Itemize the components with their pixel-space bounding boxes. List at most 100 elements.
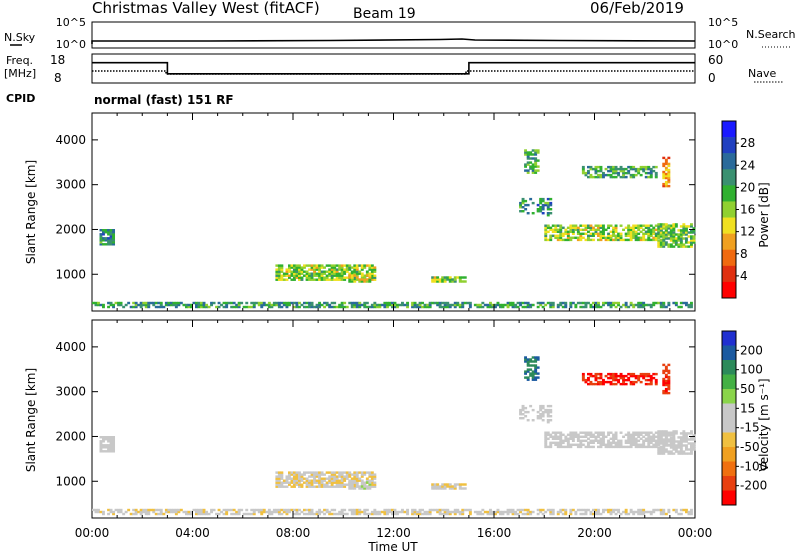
power-echo-cell bbox=[167, 303, 171, 307]
power-echo-cell bbox=[549, 305, 553, 309]
velocity-echo-cell bbox=[270, 512, 274, 516]
power-echo-cell bbox=[195, 301, 198, 305]
power-echo-cell bbox=[132, 301, 136, 305]
velocity-echo-cell bbox=[428, 508, 432, 512]
velocity-echo-cell bbox=[597, 512, 600, 516]
velocity-echo-cell bbox=[667, 387, 671, 391]
velocity-echo-cell bbox=[549, 508, 553, 512]
power-echo-cell bbox=[619, 175, 623, 179]
velocity-echo-cell bbox=[355, 477, 359, 480]
power-tick-label: 24 bbox=[740, 158, 755, 172]
velocity-echo-cell bbox=[612, 439, 616, 443]
velocity-echo-cell bbox=[662, 510, 666, 514]
power-echo-cell bbox=[659, 245, 663, 248]
power-echo-cell bbox=[250, 301, 254, 305]
velocity-echo-cell bbox=[679, 452, 683, 455]
velocity-echo-cell bbox=[353, 487, 357, 490]
velocity-echo-cell bbox=[599, 512, 603, 516]
power-echo-cell bbox=[169, 303, 173, 307]
velocity-echo-cell bbox=[632, 441, 636, 445]
velocity-echo-cell bbox=[637, 435, 641, 439]
velocity-echo-cell bbox=[654, 443, 658, 447]
velocity-echo-cell bbox=[340, 508, 344, 512]
power-echo-cell bbox=[353, 268, 357, 271]
power-echo-cell bbox=[614, 230, 618, 234]
velocity-echo-cell bbox=[571, 437, 575, 441]
power-echo-cell bbox=[358, 303, 362, 307]
velocity-echo-cell bbox=[373, 477, 377, 480]
power-echo-cell bbox=[308, 264, 312, 267]
power-echo-cell bbox=[295, 303, 299, 307]
velocity-echo-cell bbox=[97, 508, 100, 512]
power-echo-cell bbox=[576, 232, 580, 236]
velocity-echo-cell bbox=[295, 483, 299, 486]
velocity-echo-cell bbox=[350, 481, 354, 484]
velocity-ytick-label: 3000 bbox=[55, 385, 86, 399]
velocity-echo-cell bbox=[436, 487, 440, 490]
power-echo-cell bbox=[370, 303, 374, 307]
velocity-echo-cell bbox=[137, 510, 141, 514]
power-echo-cell bbox=[333, 274, 337, 277]
velocity-echo-cell bbox=[363, 473, 367, 476]
velocity-echo-cell bbox=[632, 433, 636, 437]
velocity-echo-cell bbox=[624, 510, 628, 514]
velocity-echo-cell bbox=[634, 380, 638, 384]
velocity-echo-cell bbox=[252, 508, 256, 512]
velocity-tick-label: -50 bbox=[740, 440, 760, 454]
velocity-echo-cell bbox=[604, 445, 608, 449]
velocity-echo-cell bbox=[401, 510, 404, 514]
velocity-echo-cell bbox=[649, 437, 653, 441]
power-echo-cell bbox=[627, 228, 631, 232]
velocity-echo-cell bbox=[295, 473, 299, 476]
velocity-echo-cell bbox=[169, 510, 173, 514]
power-echo-cell bbox=[544, 232, 548, 236]
velocity-echo-cell bbox=[652, 439, 656, 443]
velocity-echo-cell bbox=[617, 510, 621, 514]
velocity-echo-cell bbox=[328, 479, 332, 482]
power-echo-cell bbox=[305, 274, 309, 277]
power-echo-cell bbox=[363, 264, 367, 267]
power-echo-cell bbox=[139, 305, 143, 309]
power-echo-cell bbox=[534, 153, 538, 156]
power-echo-cell bbox=[536, 169, 540, 172]
power-echo-cell bbox=[320, 278, 324, 281]
power-echo-cell bbox=[285, 268, 289, 271]
velocity-echo-cell bbox=[534, 360, 538, 363]
power-echo-cell bbox=[355, 274, 359, 277]
power-echo-cell bbox=[612, 175, 616, 179]
velocity-echo-cell bbox=[360, 475, 364, 478]
velocity-echo-cell bbox=[436, 485, 440, 488]
power-echo-cell bbox=[589, 226, 593, 230]
power-echo-cell bbox=[99, 229, 103, 232]
power-echo-cell bbox=[333, 301, 337, 305]
power-echo-cell bbox=[687, 245, 691, 248]
power-echo-cell bbox=[534, 163, 538, 166]
velocity-echo-cell bbox=[556, 437, 560, 441]
velocity-echo-cell bbox=[458, 487, 462, 490]
power-echo-cell bbox=[310, 303, 314, 307]
velocity-echo-cell bbox=[298, 485, 301, 488]
velocity-echo-cell bbox=[250, 508, 254, 512]
power-echo-cell bbox=[109, 233, 113, 236]
power-echo-cell bbox=[639, 224, 643, 227]
power-echo-cell bbox=[642, 165, 646, 169]
power-echo-cell bbox=[107, 237, 111, 240]
velocity-echo-cell bbox=[622, 378, 626, 382]
xtick-label: 12:00 bbox=[376, 526, 411, 540]
velocity-echo-cell bbox=[441, 508, 445, 512]
power-echo-cell bbox=[627, 234, 631, 238]
velocity-echo-cell bbox=[350, 487, 354, 490]
velocity-echo-cell bbox=[599, 382, 603, 386]
velocity-echo-cell bbox=[642, 508, 646, 512]
power-echo-cell bbox=[685, 245, 688, 248]
velocity-echo-cell bbox=[104, 444, 108, 447]
velocity-echo-cell bbox=[682, 436, 686, 439]
power-echo-cell bbox=[426, 303, 430, 307]
velocity-echo-cell bbox=[102, 510, 105, 514]
velocity-echo-cell bbox=[358, 485, 362, 488]
power-echo-cell bbox=[330, 305, 334, 309]
velocity-echo-cell bbox=[554, 431, 558, 434]
power-echo-marks bbox=[92, 149, 696, 309]
velocity-echo-cell bbox=[609, 443, 613, 447]
